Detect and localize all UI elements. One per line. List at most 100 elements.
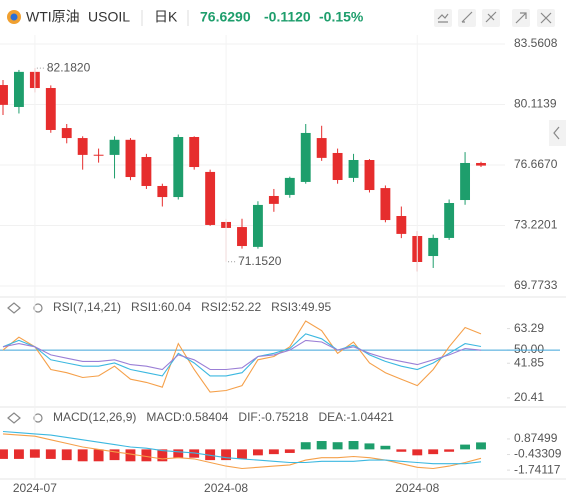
histogram-bar bbox=[189, 449, 200, 458]
histogram-bar bbox=[268, 449, 279, 455]
candle-body bbox=[93, 154, 104, 156]
histogram-bar bbox=[444, 449, 455, 452]
histogram-bar bbox=[29, 449, 40, 458]
tool-button[interactable] bbox=[434, 9, 452, 27]
rsi-pane-icons bbox=[7, 302, 43, 314]
candle-body bbox=[205, 171, 216, 225]
candle-body bbox=[13, 71, 24, 107]
candle-body bbox=[396, 215, 407, 234]
candle-body bbox=[0, 85, 8, 105]
histogram-bar bbox=[460, 444, 471, 450]
candle-body bbox=[348, 159, 359, 178]
candle-body bbox=[125, 139, 136, 178]
tool-icon bbox=[540, 12, 552, 24]
candle-body bbox=[380, 188, 391, 221]
candle-body bbox=[189, 136, 200, 168]
settings-icon[interactable] bbox=[33, 413, 43, 423]
histogram-bar bbox=[221, 449, 232, 461]
hide-icon[interactable] bbox=[7, 412, 21, 424]
tool-button[interactable] bbox=[458, 9, 476, 27]
histogram-bar bbox=[109, 449, 120, 461]
y-tick-label: 20.41 bbox=[514, 390, 544, 404]
x-tick-label: 2024-08 bbox=[204, 481, 248, 495]
price-change-pct: -0.15% bbox=[319, 9, 364, 25]
candle-body bbox=[237, 227, 247, 247]
tool-icon bbox=[437, 13, 449, 23]
candle-body bbox=[428, 237, 439, 257]
legend-entry: RSI1:60.04 bbox=[131, 300, 191, 314]
histogram-bar bbox=[396, 449, 407, 452]
histogram-bar bbox=[237, 449, 247, 459]
symbol-code: USOIL bbox=[88, 9, 130, 25]
candle-body bbox=[476, 162, 486, 166]
hide-icon[interactable] bbox=[7, 302, 21, 314]
tool-button[interactable] bbox=[482, 9, 500, 27]
candle-body bbox=[141, 157, 152, 186]
y-tick-label: 80.1139 bbox=[514, 97, 557, 111]
histogram-bar bbox=[476, 442, 486, 450]
y-tick-label: 41.85 bbox=[514, 355, 544, 369]
histogram-bar bbox=[77, 449, 88, 462]
candle-body bbox=[61, 128, 72, 139]
side-toggle[interactable] bbox=[549, 120, 566, 146]
legend-entry: MACD:0.58404 bbox=[146, 410, 228, 424]
x-tick-label: 2024-07 bbox=[13, 481, 57, 495]
histogram-bar bbox=[0, 449, 8, 459]
candle-body bbox=[284, 177, 295, 195]
histogram-bar bbox=[380, 445, 391, 450]
y-tick-label: 0.87499 bbox=[514, 431, 558, 445]
histogram-bar bbox=[173, 449, 184, 458]
tool-icon bbox=[485, 11, 497, 23]
histogram-bar bbox=[13, 449, 24, 459]
indicator-line bbox=[2, 320, 482, 393]
tool-icon bbox=[515, 12, 527, 24]
x-tick-label: 2024-08 bbox=[395, 481, 439, 495]
legend-entry: DIF:-0.75218 bbox=[238, 410, 308, 424]
legend-entry: RSI3:49.95 bbox=[271, 300, 331, 314]
candle-body bbox=[444, 203, 455, 238]
candle-body bbox=[173, 136, 184, 198]
candle-body bbox=[364, 159, 375, 191]
macd-pane-icons bbox=[7, 412, 43, 424]
y-tick-label: 69.7733 bbox=[514, 278, 558, 292]
y-tick-label: 76.6670 bbox=[514, 157, 558, 171]
histogram-bar bbox=[364, 443, 375, 450]
candle-body bbox=[157, 185, 168, 198]
histogram-bar bbox=[61, 449, 72, 461]
tool-icon bbox=[461, 11, 473, 23]
symbol-name[interactable]: WTI原油 bbox=[26, 9, 80, 25]
histogram-bar bbox=[284, 449, 295, 453]
candle-body bbox=[316, 138, 327, 158]
y-tick-label: 73.2201 bbox=[514, 218, 558, 232]
y-tick-label: 83.5608 bbox=[514, 36, 558, 50]
histogram-bar bbox=[93, 449, 104, 462]
candle-body bbox=[109, 139, 120, 155]
candle-body bbox=[252, 204, 263, 247]
settings-icon[interactable] bbox=[33, 303, 43, 313]
candle-body bbox=[77, 138, 88, 155]
indicator-line bbox=[2, 433, 482, 470]
histogram-bar bbox=[348, 441, 359, 450]
candle-body bbox=[332, 152, 343, 181]
histogram-bar bbox=[428, 449, 439, 455]
histogram-bar bbox=[316, 441, 327, 450]
toolbar bbox=[434, 9, 555, 27]
legend-entry: RSI2:52.22 bbox=[201, 300, 261, 314]
side-toggle-icon bbox=[553, 126, 560, 140]
last-price: 76.6290 bbox=[200, 9, 251, 25]
annotation-label: 82.1820 bbox=[47, 60, 91, 74]
histogram-bar bbox=[300, 442, 311, 450]
y-tick-label: -0.43309 bbox=[514, 447, 562, 461]
annotation-label: 71.1520 bbox=[238, 254, 282, 268]
histogram-bar bbox=[125, 449, 136, 462]
symbol-logo-inner bbox=[10, 13, 18, 21]
candle-body bbox=[300, 132, 311, 182]
histogram-bar bbox=[205, 449, 216, 461]
legend-entry: DEA:-1.04421 bbox=[318, 410, 394, 424]
period[interactable]: 日K bbox=[154, 9, 178, 25]
indicator-line bbox=[2, 339, 482, 371]
candle-body bbox=[460, 162, 471, 201]
histogram-bar bbox=[252, 449, 263, 456]
